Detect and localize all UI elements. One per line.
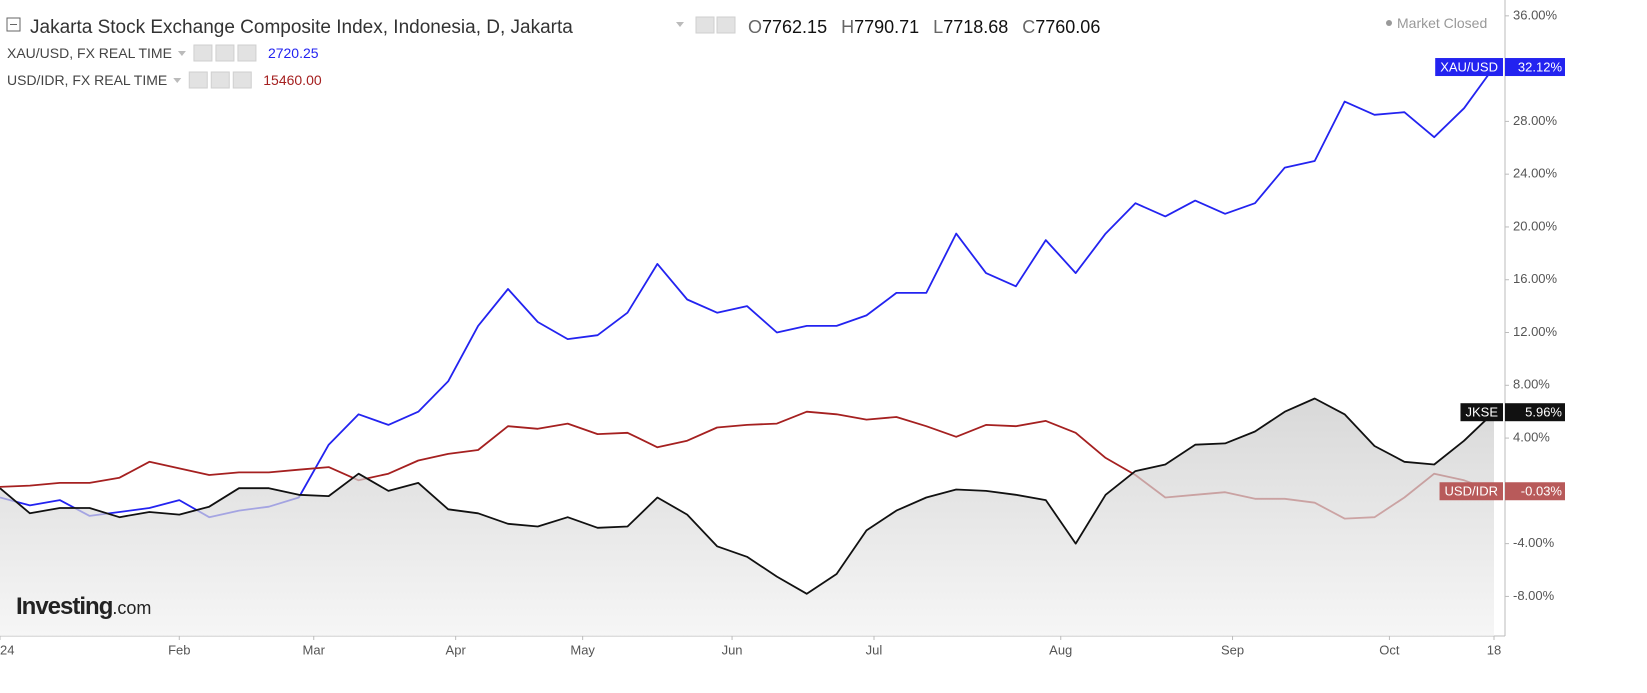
- y-tick-label: 28.00%: [1513, 113, 1558, 128]
- ohlc-label: O: [748, 17, 762, 37]
- plot-area: 36.00% 28.00% 24.00% 20.00% 16.00% 12.00% 8.00…: [0, 0, 1565, 657]
- ohlc-value: 7762.15: [762, 17, 827, 37]
- y-tick-label: 4.00%: [1513, 430, 1550, 445]
- ohlc: O7762.15 H7790.71 L7718.68 C7760.06: [748, 17, 1100, 37]
- badge-value-bg: [1505, 482, 1565, 501]
- badge-value: 32.12%: [1518, 59, 1563, 74]
- ohlc-item: C7760.06: [1022, 17, 1100, 37]
- x-tick-label: Sep: [1221, 642, 1244, 657]
- y-tick-label: 16.00%: [1513, 271, 1558, 286]
- y-tick-label: 12.00%: [1513, 324, 1558, 339]
- dropdown-arrow: [173, 78, 182, 83]
- series-icon: [188, 71, 208, 89]
- x-tick-label: Apr: [446, 642, 467, 657]
- badge-value-bg: [1505, 403, 1565, 422]
- x-tick-label: Aug: [1049, 642, 1072, 657]
- badge-name-bg: [1439, 482, 1503, 501]
- series-icon: [215, 44, 235, 62]
- x-tick-label: Mar: [303, 642, 326, 657]
- settings-icon[interactable]: [716, 16, 736, 34]
- y-tick-label: 24.00%: [1513, 166, 1558, 181]
- y-tick-label: -8.00%: [1513, 588, 1555, 603]
- y-tick-label: 8.00%: [1513, 377, 1550, 392]
- legend: XAU/USD, FX REAL TIME 2720.25 USD/IDR, FX …: [7, 44, 322, 89]
- ohlc-item: O7762.15: [748, 17, 827, 37]
- badge-name: XAU/USD: [1440, 59, 1498, 74]
- ohlc-label: H: [841, 17, 854, 37]
- badge-value-bg: [1505, 58, 1565, 77]
- series-line: [0, 397, 1495, 595]
- series-icon: [237, 44, 257, 62]
- badge-value: -0.03%: [1521, 484, 1563, 499]
- ohlc-value: 7760.06: [1035, 17, 1100, 37]
- y-tick-label: 20.00%: [1513, 218, 1558, 233]
- badge-name: JKSE: [1465, 405, 1498, 420]
- legend-value: 15460.00: [263, 72, 322, 88]
- eye-icon[interactable]: [695, 16, 715, 34]
- x-tick-label: May: [570, 642, 595, 657]
- ohlc-item: H7790.71: [841, 17, 919, 37]
- logo-brand: Investing: [16, 593, 113, 620]
- dropdown-arrow: [177, 51, 186, 56]
- badge-name: USD/IDR: [1445, 484, 1498, 499]
- logo: Investing.com: [16, 593, 151, 620]
- x-tick-label: Jun: [722, 642, 743, 657]
- x-tick-label: Oct: [1379, 642, 1400, 657]
- x-tick-label: Feb: [168, 642, 190, 657]
- series-area: [0, 398, 1494, 636]
- y-tick-label: 36.00%: [1513, 7, 1558, 22]
- legend-text: XAU/USD, FX REAL TIME: [7, 45, 172, 61]
- chart-title: Jakarta Stock Exchange Composite Index, …: [30, 17, 573, 38]
- series-icon: [193, 44, 213, 62]
- legend-text: USD/IDR, FX REAL TIME: [7, 72, 167, 88]
- collapse-icon[interactable]: [6, 17, 21, 32]
- badge-name-bg: [1435, 58, 1503, 77]
- x-tick-label: 18: [1487, 642, 1501, 657]
- ohlc-label: L: [933, 17, 943, 37]
- series-icon: [232, 71, 252, 89]
- badge-value: 5.96%: [1525, 405, 1562, 420]
- ohlc-value: 7718.68: [943, 17, 1008, 37]
- logo-suffix: .com: [112, 598, 151, 618]
- badge-name-bg: [1460, 403, 1503, 422]
- dropdown-arrow[interactable]: [676, 22, 684, 27]
- market-status: Market Closed: [1397, 15, 1487, 31]
- ohlc-item: L7718.68: [933, 17, 1008, 37]
- legend-value: 2720.25: [268, 45, 319, 61]
- ohlc-label: C: [1022, 17, 1035, 37]
- series-icon: [210, 71, 230, 89]
- ohlc-value: 7790.71: [854, 17, 919, 37]
- status-dot: [1386, 20, 1392, 26]
- x-tick-label: 2024: [0, 642, 14, 657]
- x-tick-label: Jul: [866, 642, 883, 657]
- y-tick-label: -4.00%: [1513, 535, 1555, 550]
